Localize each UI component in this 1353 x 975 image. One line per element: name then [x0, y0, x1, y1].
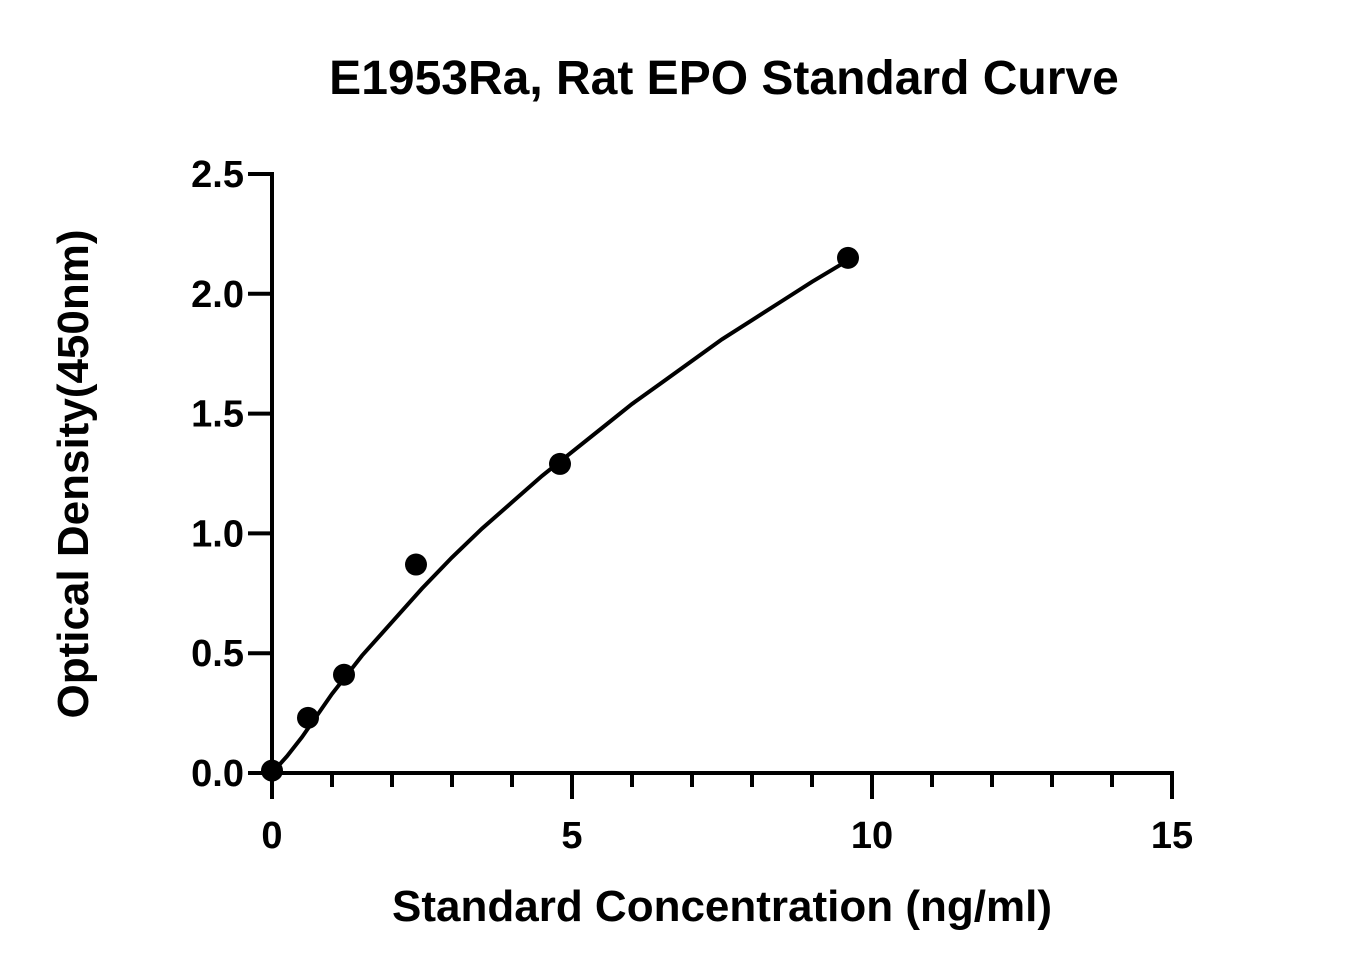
y-tick-label: 1.5	[191, 394, 244, 436]
x-tick-label: 0	[261, 815, 282, 857]
data-point	[261, 759, 283, 782]
axes-layer: 0.0 0.5 1.0 1.5 2.0 2.5 0 5 10 15	[191, 154, 1193, 857]
y-tick-label: 1.0	[191, 513, 244, 555]
x-tick-label: 10	[851, 815, 893, 857]
x-axis-label: Standard Concentration (ng/ml)	[392, 882, 1052, 931]
data-point	[405, 553, 427, 576]
y-tick-label: 0.0	[191, 753, 244, 795]
y-tick-label: 2.0	[191, 274, 244, 316]
y-tick-label: 2.5	[191, 154, 244, 196]
data-point	[297, 706, 319, 729]
data-point	[837, 246, 859, 269]
fit-curve-layer	[270, 258, 850, 775]
y-tick-label: 0.5	[191, 633, 244, 675]
y-axis-label: Optical Density(450nm)	[49, 229, 98, 718]
fit-curve-line	[270, 258, 850, 775]
x-tick-label: 15	[1151, 815, 1193, 857]
x-tick-label: 5	[561, 815, 582, 857]
data-points-layer	[261, 246, 859, 782]
chart-title: E1953Ra, Rat EPO Standard Curve	[329, 52, 1119, 105]
data-point	[333, 663, 355, 686]
data-point	[549, 452, 571, 475]
